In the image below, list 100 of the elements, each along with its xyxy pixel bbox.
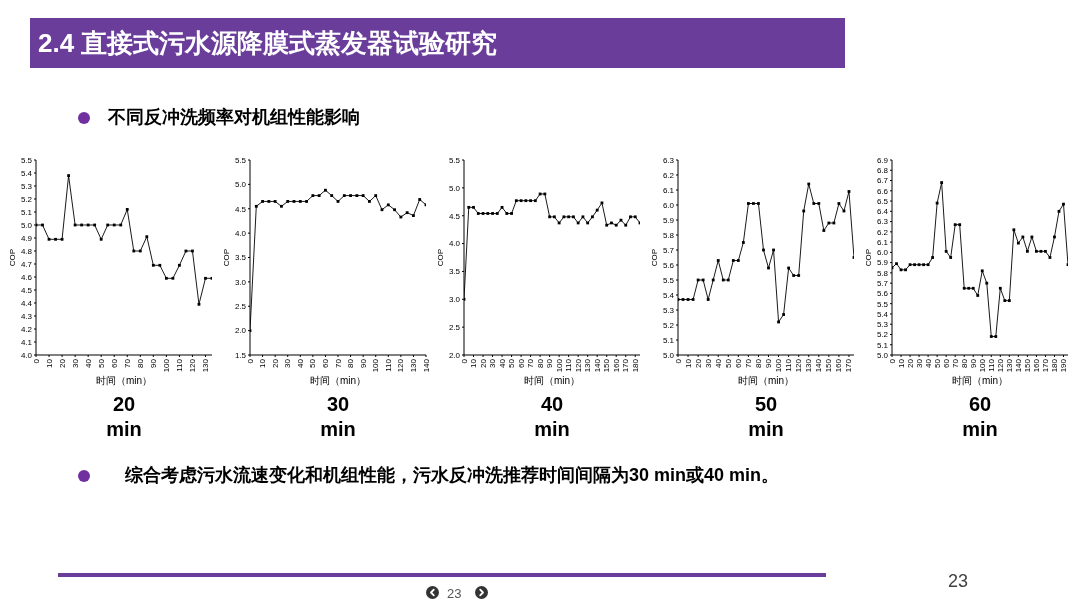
point <box>895 262 898 266</box>
point <box>54 237 57 241</box>
point <box>782 313 785 316</box>
point <box>962 286 966 290</box>
y-tick-label: 5.5 <box>662 275 675 285</box>
y-tick-label: 6.7 <box>876 176 889 186</box>
x-tick-label: 120 <box>794 358 804 373</box>
x-tick-label: 70 <box>122 358 132 368</box>
y-tick-label: 5.0 <box>662 350 675 360</box>
y-tick-label: 5.7 <box>662 245 675 255</box>
point <box>747 202 750 205</box>
point <box>548 215 552 219</box>
point <box>797 274 801 277</box>
point <box>533 199 537 203</box>
point <box>412 214 415 217</box>
x-tick-label: 70 <box>333 358 343 368</box>
point <box>926 263 930 267</box>
point <box>529 199 532 203</box>
x-tick-label: 10 <box>44 358 54 368</box>
point <box>817 202 821 205</box>
y-tick-label: 4.0 <box>448 239 461 249</box>
x-tick-label: 140 <box>1013 358 1023 373</box>
point <box>355 194 359 197</box>
x-tick-label: 40 <box>83 358 93 368</box>
y-tick-label: 4.4 <box>20 298 33 308</box>
point <box>633 215 637 219</box>
point <box>953 223 957 227</box>
point <box>368 200 371 203</box>
point <box>922 263 925 267</box>
point <box>158 263 162 267</box>
y-tick-label: 5.4 <box>876 309 889 319</box>
x-tick-label: 170 <box>621 358 631 373</box>
y-tick-label: 5.6 <box>662 260 675 270</box>
x-tick-label: 130 <box>408 358 418 373</box>
point <box>510 212 513 215</box>
point <box>736 259 740 262</box>
point <box>812 202 816 205</box>
point <box>731 259 735 262</box>
x-axis-title: 时间（min） <box>951 375 1009 386</box>
point <box>476 212 480 215</box>
x-tick-label: 180 <box>630 358 640 373</box>
x-tick-label: 50 <box>308 358 318 368</box>
x-tick-label: 10 <box>258 358 268 368</box>
x-axis-title: 时间（min） <box>95 375 153 386</box>
point <box>386 203 390 207</box>
point <box>949 256 953 259</box>
x-tick-label: 70 <box>526 358 536 368</box>
y-tick-label: 6.5 <box>876 196 889 206</box>
x-tick-label: 20 <box>270 358 280 368</box>
x-tick-label: 140 <box>592 358 602 373</box>
point <box>361 194 365 197</box>
x-tick-label: 10 <box>469 358 479 368</box>
y-axis-title: COP <box>221 248 231 267</box>
x-tick-label: 160 <box>834 358 844 373</box>
y-tick-label: 4.2 <box>20 324 33 334</box>
x-tick-label: 50 <box>932 358 942 368</box>
y-tick-label: 4.0 <box>234 228 247 238</box>
text: 23 <box>447 585 462 603</box>
point <box>261 200 264 203</box>
y-tick-label: 5.9 <box>662 215 675 225</box>
point <box>405 211 409 215</box>
y-tick-label: 4.1 <box>20 337 33 347</box>
x-tick-label: 80 <box>135 358 145 368</box>
x-tick-label: 130 <box>583 358 593 373</box>
x-tick-label: 130 <box>200 358 210 373</box>
y-tick-label: 5.4 <box>662 290 675 300</box>
x-tick-label: 60 <box>109 358 119 368</box>
y-tick-label: 2.0 <box>234 326 247 336</box>
x-tick-label: 90 <box>968 358 978 368</box>
y-tick-label: 5.2 <box>876 330 889 340</box>
point <box>1003 299 1007 303</box>
point <box>514 199 518 203</box>
point <box>254 204 258 208</box>
point <box>305 200 308 203</box>
point <box>629 215 632 219</box>
point <box>1044 249 1047 253</box>
x-axis-title: 时间（min） <box>523 375 581 386</box>
y-tick-label: 5.2 <box>20 194 33 204</box>
point <box>99 237 103 241</box>
y-tick-label: 6.9 <box>876 155 889 165</box>
point <box>989 335 993 338</box>
text: 40 min <box>533 392 571 442</box>
y-axis-title: COP <box>7 248 17 267</box>
point <box>706 298 710 301</box>
x-tick-label: 100 <box>554 358 564 373</box>
y-tick-label: 5.0 <box>234 180 247 190</box>
point <box>151 263 155 267</box>
x-tick-label: 120 <box>573 358 583 373</box>
y-tick-label: 4.0 <box>20 350 33 360</box>
x-tick-label: 110 <box>383 358 393 372</box>
x-tick-label: 130 <box>804 358 814 373</box>
x-tick-label: 20 <box>57 358 67 368</box>
x-tick-label: 60 <box>516 358 526 368</box>
point <box>491 212 494 215</box>
x-tick-label: 140 <box>421 358 431 373</box>
point <box>792 274 796 277</box>
point <box>495 212 499 215</box>
y-tick-label: 6.6 <box>876 186 889 196</box>
y-tick-label: 4.5 <box>20 285 33 295</box>
y-tick-label: 5.0 <box>448 183 461 193</box>
